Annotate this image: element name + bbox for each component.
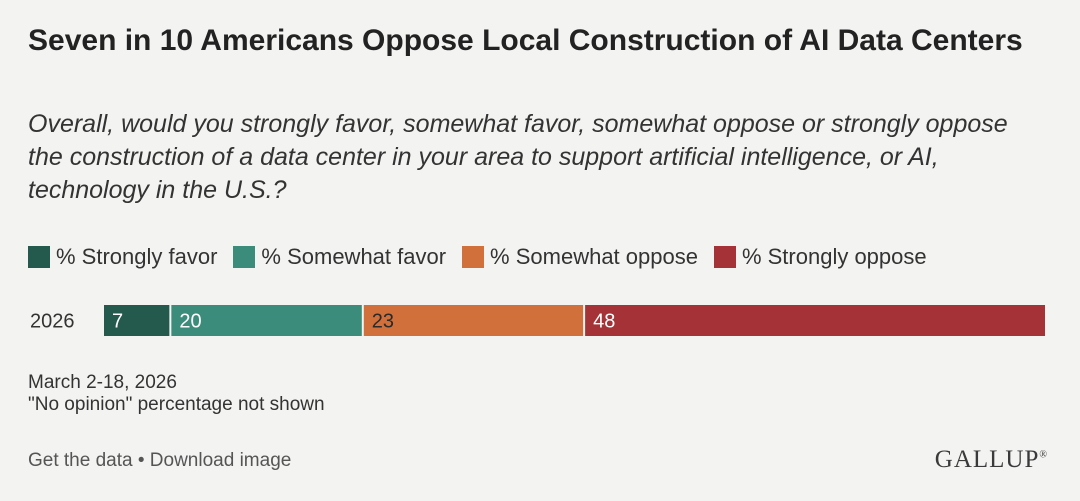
legend-item-strongly-oppose: % Strongly oppose [713, 244, 927, 270]
bar-segment-1 [104, 305, 170, 336]
chart-legend: % Strongly favor % Somewhat favor % Some… [28, 242, 943, 272]
legend-item-strongly-favor: % Strongly favor [28, 244, 217, 270]
chart-title: Seven in 10 Americans Oppose Local Const… [28, 24, 1023, 57]
legend-swatch-strongly-oppose [713, 246, 736, 268]
bar-segment-2 [171, 305, 362, 336]
category-label-2026: 2026 [30, 311, 75, 333]
legend-swatch-strongly-favor [28, 246, 50, 268]
legend-label-strongly-oppose: % Strongly oppose [741, 244, 927, 269]
legend-swatch-somewhat-oppose [462, 246, 485, 268]
gallup-logo-text: GALLUP [934, 446, 1040, 473]
chart-subtitle: Overall, would you strongly favor, somew… [28, 110, 1008, 204]
legend-label-somewhat-favor: % Somewhat favor [261, 244, 447, 269]
bar-segment-3 [363, 305, 584, 336]
footer-links: Get the data • Download image [28, 450, 291, 472]
legend-label-strongly-favor: % Strongly favor [56, 244, 218, 269]
no-opinion-note: "No opinion" percentage not shown [28, 394, 325, 415]
legend-item-somewhat-oppose: % Somewhat oppose [462, 244, 698, 270]
bar-segment-4 [585, 305, 1045, 336]
data-label-4: 48 [593, 311, 615, 333]
data-label-3: 23 [372, 311, 394, 333]
legend-item-somewhat-favor: % Somewhat favor [233, 244, 446, 270]
get-the-data-link[interactable]: Get the data [28, 450, 133, 471]
data-label-1: 7 [112, 311, 123, 333]
stacked-bar-chart: 2026 7 20 23 48 [30, 305, 1045, 336]
legend-swatch-somewhat-favor [233, 246, 256, 268]
data-label-2: 20 [179, 311, 201, 333]
survey-dates-note: March 2-18, 2026 [28, 372, 177, 393]
download-image-link[interactable]: Download image [149, 450, 292, 471]
gallup-logo: GALLUP® [935, 446, 1048, 474]
footer-separator: • [137, 450, 145, 471]
legend-label-somewhat-oppose: % Somewhat oppose [490, 244, 698, 269]
registered-mark: ® [1039, 449, 1048, 461]
